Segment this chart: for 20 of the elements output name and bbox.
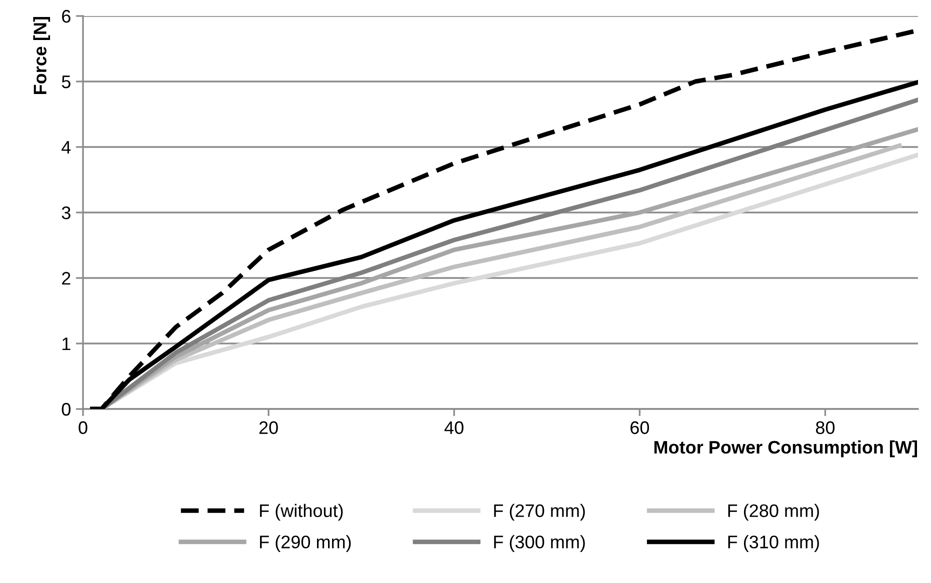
x-tick-label: 60 xyxy=(630,421,650,434)
x-axis-title: Motor Power Consumption [W] xyxy=(654,440,917,458)
legend-label: F (270 mm) xyxy=(494,504,585,521)
x-tick-label: 80 xyxy=(816,421,835,434)
y-tick-label: 2 xyxy=(62,272,70,285)
y-tick-label: 1 xyxy=(62,338,70,350)
x-tick-label: 0 xyxy=(78,421,88,434)
legend-label: F (280 mm) xyxy=(728,504,819,521)
legend-label: F (290 mm) xyxy=(260,535,351,552)
y-tick-label: 5 xyxy=(62,76,70,88)
legend-label: F (310 mm) xyxy=(728,535,819,552)
y-axis-title: Force [N] xyxy=(33,17,50,94)
x-tick-label: 20 xyxy=(259,421,278,434)
x-tick-label: 40 xyxy=(444,421,464,434)
y-tick-label: 6 xyxy=(62,10,70,23)
y-tick-label: 3 xyxy=(62,206,70,220)
legend-label: F (300 mm) xyxy=(494,535,585,552)
y-tick-label: 0 xyxy=(62,402,70,416)
y-tick-label: 4 xyxy=(62,141,71,154)
legend-label: F (without) xyxy=(260,504,343,521)
